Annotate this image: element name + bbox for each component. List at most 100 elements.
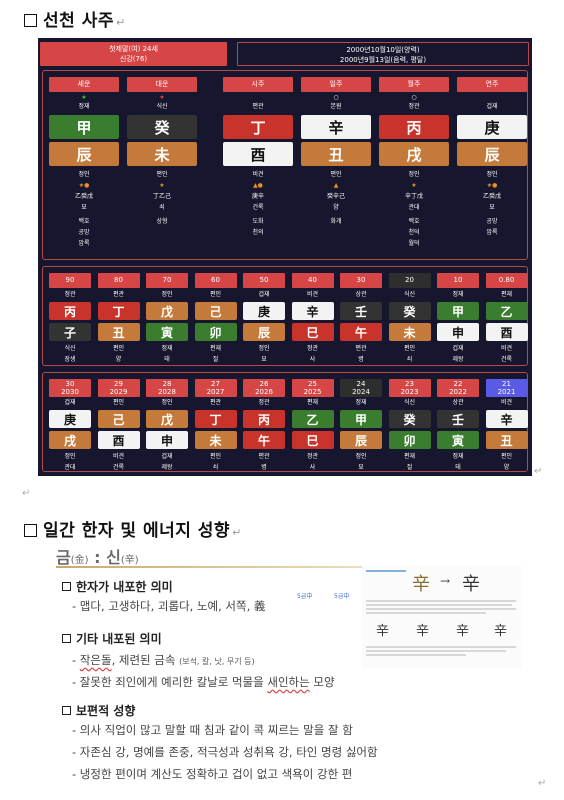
pillar-header: 월주 — [379, 77, 449, 92]
pillar-stage: 건록 — [252, 204, 264, 211]
section-title-energy: 일간 한자 및 에너지 성향 ↵ — [24, 516, 242, 541]
luck-stage: 쇠 — [406, 356, 413, 363]
luck-branch: 午 — [340, 323, 382, 341]
luck-top-label: 정관 — [64, 291, 76, 298]
luck-stem: 乙 — [485, 302, 528, 320]
pillar-bottom-label: 편인 — [330, 171, 342, 178]
year: 2026 — [255, 388, 273, 396]
earthly-branch: 未 — [127, 142, 197, 166]
pillar-stage: 양 — [333, 204, 339, 211]
luck-bottom-label: 편인 — [403, 345, 416, 352]
luck-stage: 양 — [115, 356, 122, 363]
luck-stem: 丁 — [97, 302, 140, 320]
luck-stage: 건록 — [112, 464, 125, 471]
seun-section: 30 2030 겁재 庚戌 정인 관대 29 2029 편인 己酉 비견 건록 28 2028 정인 戊申 겁재… — [42, 372, 528, 472]
daeun-age-header: 50 — [243, 273, 285, 288]
pillar-mark-icon: ○ — [333, 94, 339, 101]
age: 40 — [308, 276, 317, 284]
pillar-bottom-label: 정인 — [408, 171, 420, 178]
pillar-top-label: 정관 — [408, 103, 420, 110]
luck-stage: 사 — [309, 356, 316, 363]
age: 70 — [162, 276, 172, 284]
luck-bottom-label: 식신 — [64, 345, 76, 352]
age: 30 — [65, 380, 75, 388]
seun-age-header: 23 2023 — [388, 379, 431, 397]
pillar-star-icon: ★● — [78, 182, 90, 189]
earthly-branch: 辰 — [457, 142, 527, 166]
luck-stage: 절 — [406, 464, 413, 471]
pillar-hidden-stems: 乙癸戊 — [482, 193, 501, 200]
pillar-extra: 상형 — [156, 218, 168, 225]
heavenly-stem: 辛 — [301, 115, 371, 139]
pillar-top-label: 편관 — [252, 103, 264, 110]
level-badge: 5급中 — [334, 593, 350, 600]
luck-branch: 辰 — [243, 323, 285, 341]
age: 0.80 — [498, 276, 515, 284]
year: 2029 — [109, 388, 128, 396]
pillar-star-icon: ▲● — [253, 182, 263, 189]
luck-branch: 寅 — [437, 431, 479, 449]
luck-stage: 절 — [212, 356, 219, 363]
pillar-mark-icon: ★ — [159, 94, 165, 101]
profile-strength: 신강(76) — [119, 55, 148, 63]
seun-age-header: 27 2027 — [194, 379, 237, 397]
pillar-extra: 백호 — [408, 218, 420, 225]
earthly-branch: 酉 — [223, 142, 293, 166]
checkbox-square-icon — [24, 524, 37, 537]
seun-age-header: 30 2030 — [49, 379, 91, 397]
luck-bottom-label: 편관 — [258, 453, 270, 460]
age: 20 — [405, 276, 414, 284]
luck-stage: 제왕 — [452, 356, 464, 363]
luck-stem: 戊 — [146, 302, 188, 320]
pillar-header: 대운 — [127, 77, 197, 92]
heavenly-stem: 庚 — [457, 115, 527, 139]
luck-top-label: 비견 — [306, 291, 319, 298]
daeun-age-header: 20 — [388, 273, 431, 288]
age: 30 — [356, 276, 366, 284]
luck-top-label: 비견 — [500, 399, 513, 406]
luck-bottom-label: 겁재 — [161, 453, 173, 460]
luck-top-label: 겁재 — [258, 291, 270, 298]
birth-date-box: 2000년10월10일(양력) 2000년9월13일(음력, 평달) — [237, 42, 529, 66]
pillar-stage: 관대 — [408, 204, 420, 211]
tendency-line: - 의사 직업이 많고 말할 때 침과 같이 콕 찌르는 말을 잘 함 — [72, 723, 353, 737]
luck-branch: 未 — [194, 431, 237, 449]
daeun-age-header: 30 — [340, 273, 382, 288]
luck-stage: 양 — [503, 464, 510, 471]
paragraph-mark-icon: ↵ — [534, 466, 543, 477]
other-line-1: - 작은돌, 제련된 금속 (보석, 칼, 낫, 무기 등) — [72, 653, 255, 667]
luck-stage: 태 — [455, 464, 461, 471]
luck-branch: 巳 — [291, 323, 334, 341]
pillar-stage: 묘 — [489, 204, 495, 211]
luck-stem: 戊 — [146, 410, 188, 428]
luck-stem: 乙 — [291, 410, 334, 428]
luck-stage: 쇠 — [212, 464, 219, 471]
luck-bottom-label: 편재 — [403, 453, 416, 460]
paragraph-mark-icon: ↵ — [22, 488, 31, 499]
pillar-bottom-label: 편인 — [156, 171, 168, 178]
luck-stem: 甲 — [437, 302, 479, 320]
paragraph-mark-icon: ↵ — [538, 778, 547, 789]
age: 25 — [308, 380, 317, 388]
daeun-age-header: 60 — [194, 273, 237, 288]
pillar-extra: 도화 — [252, 218, 264, 225]
luck-stage: 관대 — [64, 464, 76, 471]
heavenly-stem: 甲 — [49, 115, 119, 139]
luck-branch: 酉 — [97, 431, 140, 449]
block-title-meaning: 한자가 내포한 의미 — [62, 578, 173, 595]
year: 2027 — [206, 388, 225, 396]
luck-stage: 제왕 — [161, 464, 173, 471]
luck-top-label: 식신 — [403, 291, 416, 298]
title-underline — [56, 566, 526, 568]
luck-branch: 卯 — [194, 323, 237, 341]
hanja-variant-glyph: 辛 — [416, 624, 430, 639]
year: 2021 — [497, 388, 516, 396]
luck-stem: 甲 — [340, 410, 382, 428]
age: 27 — [211, 380, 220, 388]
pillar-extra: 공망 — [78, 229, 90, 236]
luck-bottom-label: 정인 — [64, 453, 76, 460]
luck-bottom-label: 정관 — [306, 453, 319, 460]
pillar-hidden-stems: 庚辛 — [251, 193, 264, 200]
year: 2028 — [158, 388, 176, 396]
year: 2025 — [303, 388, 322, 396]
